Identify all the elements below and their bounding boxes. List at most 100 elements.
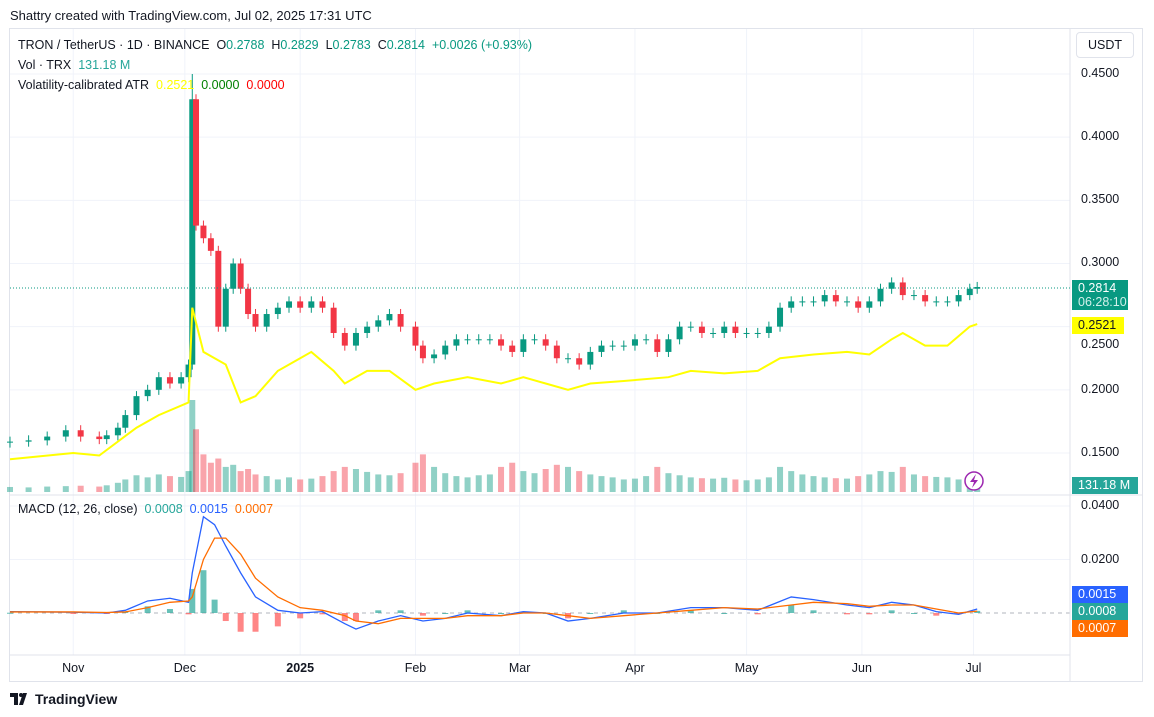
candle bbox=[133, 396, 140, 416]
macd-histogram-bar bbox=[397, 610, 404, 613]
time-tick: 2025 bbox=[286, 661, 315, 675]
volume-bar bbox=[207, 462, 214, 492]
candle bbox=[308, 301, 315, 308]
volume-bar bbox=[230, 464, 237, 492]
volume-bar bbox=[364, 471, 371, 492]
volume-bar bbox=[821, 477, 828, 492]
close-value: 0.2814 bbox=[386, 38, 425, 52]
volume-bar bbox=[193, 429, 199, 492]
currency-button[interactable]: USDT bbox=[1076, 32, 1134, 58]
candle bbox=[185, 364, 192, 378]
candle bbox=[431, 354, 438, 359]
price-tick: 0.3500 bbox=[1081, 192, 1120, 207]
volume-bar bbox=[509, 462, 516, 492]
candle bbox=[397, 314, 404, 327]
macd-histogram-bar bbox=[788, 604, 795, 613]
volume-bars bbox=[7, 400, 981, 492]
volume-bar bbox=[431, 466, 438, 492]
macd-tick: 0.0200 bbox=[1081, 551, 1120, 566]
time-tick: Feb bbox=[404, 661, 427, 675]
macd-histogram-bar bbox=[687, 610, 694, 613]
volume-bar bbox=[122, 479, 129, 492]
volume-bar bbox=[687, 477, 694, 492]
candle bbox=[631, 339, 638, 346]
atr-badge: 0.2521 bbox=[1072, 317, 1124, 334]
macd-histogram-bar bbox=[620, 610, 627, 613]
candle bbox=[821, 295, 828, 302]
tradingview-logo[interactable]: TradingView bbox=[10, 691, 117, 707]
main-legend: TRON / TetherUS · 1D · BINANCE O0.2788 H… bbox=[18, 35, 532, 95]
time-tick: Mar bbox=[508, 661, 531, 675]
candle bbox=[974, 286, 981, 289]
macd-histogram-bar bbox=[587, 613, 594, 614]
macd-histogram-bar bbox=[252, 613, 259, 632]
candle bbox=[888, 282, 895, 289]
time-tick: Dec bbox=[173, 661, 196, 675]
macd-histogram-bar bbox=[754, 613, 761, 615]
macd-value: 0.0015 bbox=[189, 502, 228, 516]
volume-badge: 131.18 M bbox=[1072, 477, 1138, 494]
candle bbox=[103, 435, 110, 440]
candle bbox=[654, 339, 661, 352]
macd-label[interactable]: MACD (12, 26, close) bbox=[18, 502, 138, 516]
high-label: H bbox=[271, 38, 281, 52]
close-label: C bbox=[377, 38, 387, 52]
macd-histogram-bar bbox=[910, 613, 917, 614]
volume-bar bbox=[397, 473, 404, 492]
volume-bar bbox=[643, 476, 650, 492]
change-value: +0.0026 (+0.93%) bbox=[431, 38, 533, 52]
volume-bar bbox=[341, 466, 348, 492]
candle bbox=[44, 436, 51, 441]
volume-row: Vol · TRX 131.18 M bbox=[18, 55, 532, 75]
volume-bar bbox=[933, 476, 940, 492]
volume-bar bbox=[185, 471, 192, 492]
volume-label[interactable]: Vol · TRX bbox=[18, 58, 72, 72]
volume-bar bbox=[200, 454, 207, 492]
last-price-badge: 0.2814 06:28:10 bbox=[1072, 280, 1128, 310]
candle bbox=[222, 288, 229, 327]
candle bbox=[453, 339, 460, 346]
volume-bar bbox=[25, 487, 32, 492]
open-value: 0.2788 bbox=[226, 38, 265, 52]
macd-histogram-bar bbox=[520, 611, 527, 613]
macd-hist-value: 0.0008 bbox=[144, 502, 183, 516]
macd-histogram-bar bbox=[352, 613, 359, 622]
high-value: 0.2829 bbox=[280, 38, 319, 52]
volume-bar bbox=[576, 471, 583, 492]
candle bbox=[319, 301, 326, 308]
candle bbox=[77, 430, 84, 437]
candle bbox=[542, 339, 549, 346]
candle bbox=[286, 301, 292, 308]
volume-bar bbox=[237, 471, 244, 492]
macd-badge: 0.0015 bbox=[1072, 586, 1128, 603]
candle bbox=[565, 358, 571, 360]
candle bbox=[364, 326, 371, 333]
volume-bar bbox=[274, 479, 281, 492]
volume-bar bbox=[96, 486, 103, 492]
volume-bar bbox=[520, 471, 527, 492]
candle bbox=[721, 326, 728, 333]
atr-row: Volatility-calibrated ATR 0.2521 0.0000 … bbox=[18, 75, 532, 95]
atr-label[interactable]: Volatility-calibrated ATR bbox=[18, 78, 150, 92]
candle bbox=[464, 339, 471, 341]
volume-bar bbox=[453, 476, 460, 492]
volume-bar bbox=[133, 475, 140, 492]
macd-histogram-bar bbox=[844, 613, 850, 615]
volume-bar bbox=[788, 471, 795, 492]
macd-tick: 0.0400 bbox=[1081, 498, 1120, 512]
candle bbox=[144, 389, 151, 397]
candle bbox=[215, 250, 222, 327]
macd-histogram-bar bbox=[319, 613, 326, 615]
signal-line bbox=[10, 537, 978, 625]
volume-bar bbox=[877, 471, 884, 492]
volume-bar bbox=[765, 477, 772, 492]
lightning-icon[interactable] bbox=[964, 471, 984, 491]
macd-histogram-bar bbox=[810, 610, 817, 613]
macd-pane bbox=[7, 515, 981, 632]
symbol-name[interactable]: TRON / TetherUS · 1D · BINANCE bbox=[18, 38, 210, 52]
candle bbox=[933, 301, 940, 303]
candle bbox=[855, 301, 862, 308]
candle bbox=[7, 441, 13, 443]
candle bbox=[765, 326, 772, 333]
